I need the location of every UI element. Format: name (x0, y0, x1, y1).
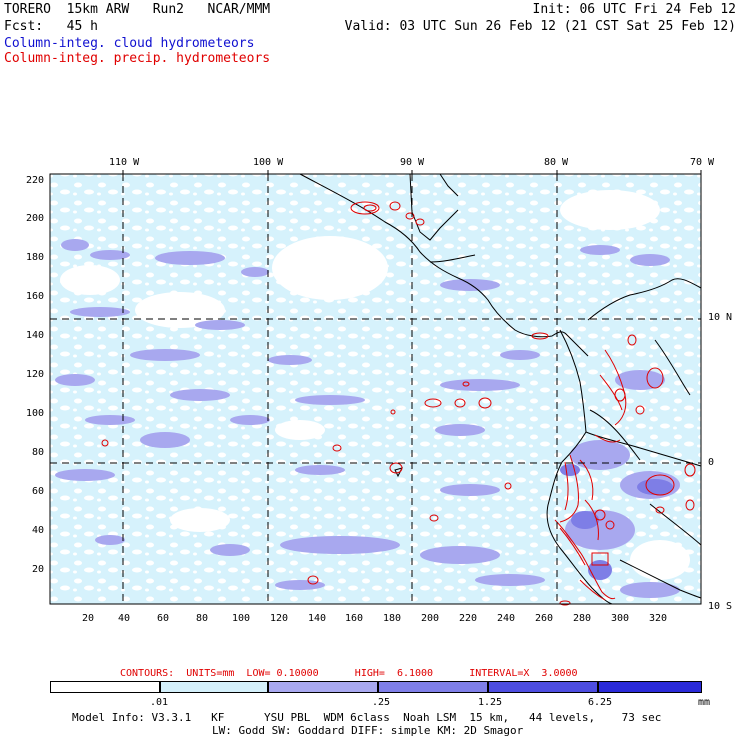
x-tick: 140 (308, 613, 327, 624)
colorbar-swatch (160, 681, 268, 693)
colorbar-label: 6.25 (588, 697, 613, 708)
valid-time: Valid: 03 UTC Sun 26 Feb 12 (21 CST Sat … (344, 19, 736, 34)
x-tick: 40 (118, 613, 131, 624)
field-label-cloud: Column-integ. cloud hydrometeors (4, 36, 255, 51)
colorbar-swatch (268, 681, 378, 693)
plot-frame (49, 173, 702, 605)
x-tick: 200 (421, 613, 440, 624)
x-tick: 180 (383, 613, 402, 624)
lon-label: 70 W (690, 157, 715, 168)
field-label-precip: Column-integ. precip. hydrometeors (4, 51, 271, 66)
x-tick: 60 (157, 613, 170, 624)
coastlines (299, 173, 702, 605)
x-tick: 160 (345, 613, 364, 624)
dense-cloud-patches (560, 464, 673, 580)
y-tick: 100 (26, 408, 45, 419)
colorbar-label: 1.25 (478, 697, 503, 708)
y-tick: 140 (26, 330, 45, 341)
precip-contours (101, 201, 696, 606)
y-tick: 120 (26, 369, 45, 380)
x-tick: 240 (497, 613, 516, 624)
lon-label: 90 W (400, 157, 425, 168)
y-tick: 20 (32, 564, 45, 575)
x-tick: 220 (459, 613, 478, 624)
x-tick: 280 (573, 613, 592, 624)
y-tick: 40 (32, 525, 45, 536)
colorbar-swatch (50, 681, 160, 693)
y-tick: 200 (26, 213, 45, 224)
model-info: Model Info: V3.3.1 KF YSU PBL WDM 6class… (72, 711, 662, 724)
lon-label: 80 W (544, 157, 569, 168)
colorbar-swatch (378, 681, 488, 693)
colorbar-label: .25 (372, 697, 391, 708)
lat-lon-grid (50, 174, 701, 604)
y-tick: 80 (32, 447, 45, 458)
contour-info: CONTOURS: UNITS=mm LOW= 0.10000 HIGH= 6.… (120, 668, 578, 679)
model-title: TORERO 15km ARW Run2 NCAR/MMM (4, 2, 271, 17)
x-tick: 320 (649, 613, 668, 624)
colorbar-swatch (488, 681, 598, 693)
x-tick: 300 (611, 613, 630, 624)
colorbar-units: mm (698, 697, 711, 708)
clear-regions (60, 190, 690, 580)
lon-label: 110 W (109, 157, 140, 168)
x-tick: 80 (196, 613, 209, 624)
x-tick: 120 (270, 613, 289, 624)
lat-label: 10 S (708, 601, 733, 612)
forecast-hour: Fcst: 45 h (4, 19, 98, 34)
model-physics: LW: Godd SW: Goddard DIFF: simple KM: 2D… (212, 724, 524, 737)
y-tick: 60 (32, 486, 45, 497)
x-tick: 100 (232, 613, 251, 624)
y-tick: 160 (26, 291, 45, 302)
colorbar-swatch (598, 681, 702, 693)
x-tick: 20 (82, 613, 95, 624)
y-tick: 180 (26, 252, 45, 263)
init-time: Init: 06 UTC Fri 24 Feb 12 (532, 2, 737, 17)
lat-label: 10 N (708, 312, 733, 323)
colorbar-label: .01 (150, 697, 169, 708)
lat-label: 0 (708, 457, 715, 468)
x-tick: 260 (535, 613, 554, 624)
y-tick: 220 (26, 175, 45, 186)
lon-label: 100 W (253, 157, 284, 168)
